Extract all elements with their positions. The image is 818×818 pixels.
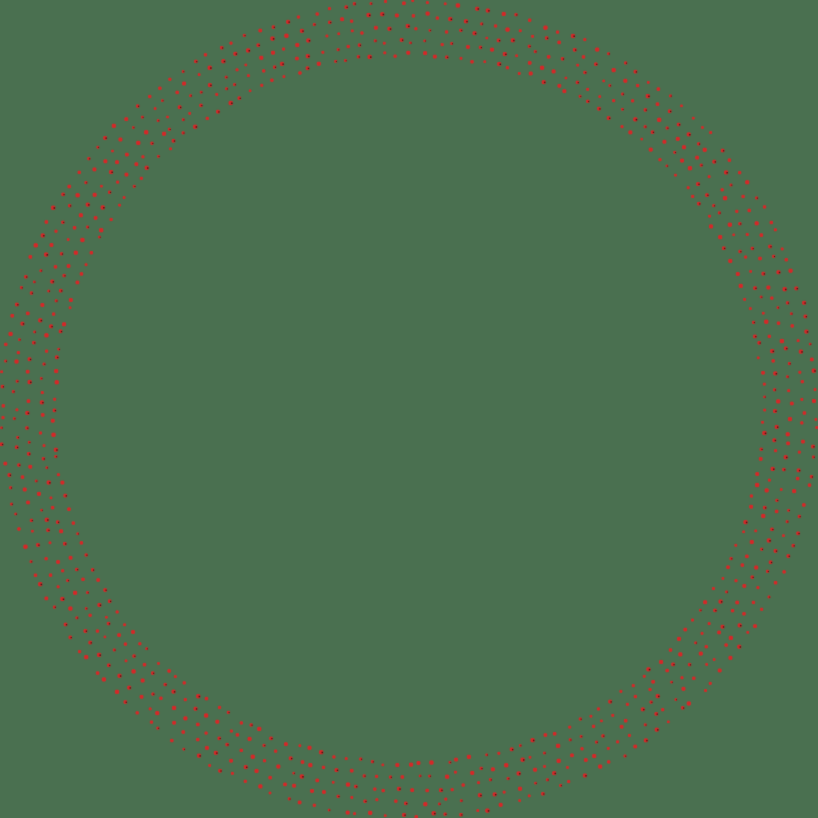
polar-scatter-figure: Dense polar scatter forming a thin annul…: [0, 0, 818, 818]
scatter-plot-canvas: [0, 0, 818, 818]
